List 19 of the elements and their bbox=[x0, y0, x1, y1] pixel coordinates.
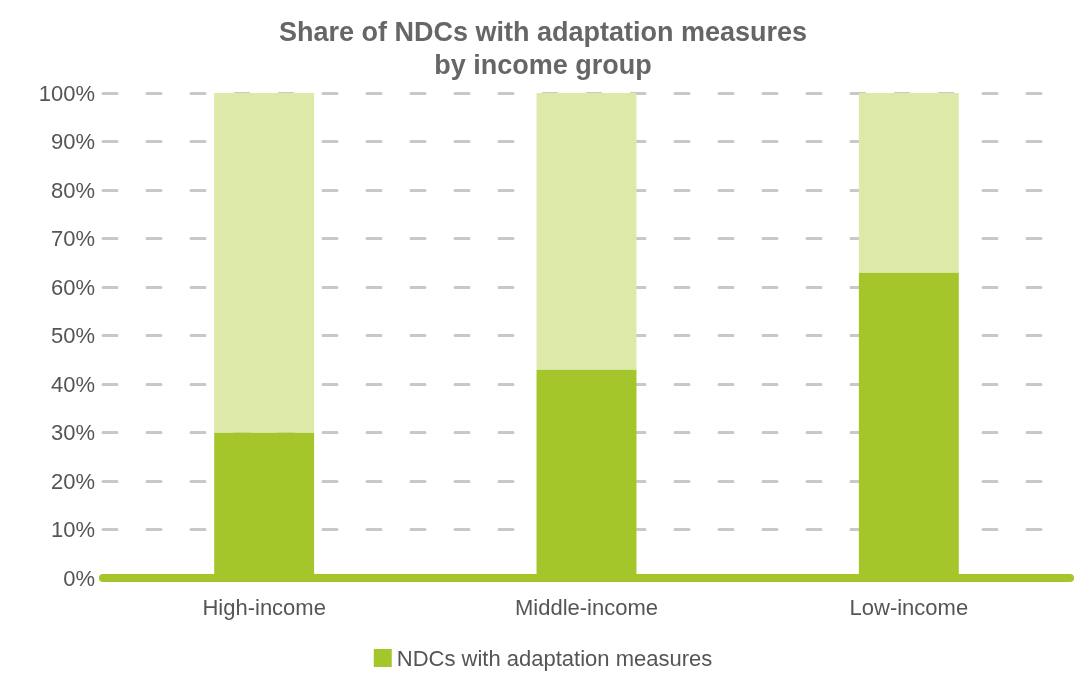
bar bbox=[858, 93, 959, 273]
y-tick-label: 80% bbox=[50, 177, 95, 203]
y-tick-label: 10% bbox=[50, 517, 95, 542]
bar bbox=[214, 93, 315, 433]
x-tick-label: Middle-income bbox=[514, 594, 659, 620]
chart-title: Share of NDCs with adaptation measures by income group bbox=[278, 16, 808, 80]
y-tick-label: 0% bbox=[63, 565, 95, 591]
x-tick-label: Low-income bbox=[849, 594, 969, 620]
y-tick-label: 90% bbox=[50, 129, 95, 154]
y-tick-label: 70% bbox=[50, 226, 95, 251]
y-tick-label: 50% bbox=[50, 323, 95, 348]
y-tick-label: 20% bbox=[50, 468, 95, 494]
x-tick-label: High-income bbox=[202, 594, 326, 620]
bar bbox=[536, 93, 637, 370]
y-tick-label: 100% bbox=[38, 80, 95, 106]
y-tick-label: 60% bbox=[50, 274, 95, 300]
legend-label: NDCs with adaptation measures bbox=[396, 645, 713, 671]
y-tick-label: 40% bbox=[50, 371, 95, 397]
y-tick-label: 30% bbox=[50, 420, 95, 445]
